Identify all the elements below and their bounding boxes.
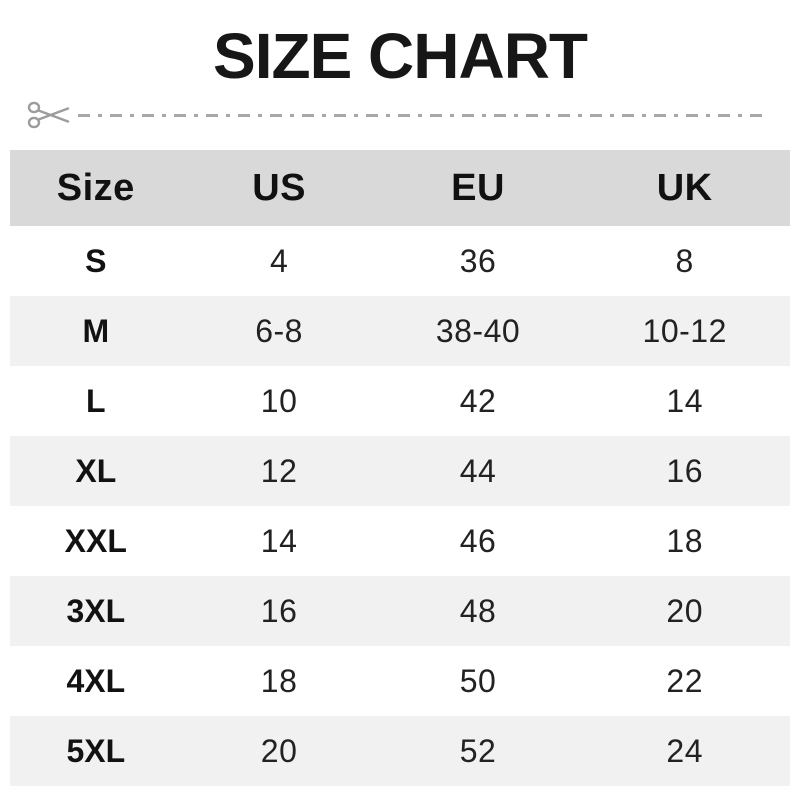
uk-cell: 24 [666, 732, 703, 769]
us-cell: 12 [260, 452, 298, 489]
us-cell: 10 [260, 382, 298, 419]
us-cell: 18 [260, 662, 298, 699]
table-row: 5XL 20 52 24 [10, 716, 790, 786]
us-cell: 14 [260, 522, 298, 559]
size-table: Size US EU UK S 4 36 8 M 6-8 38-40 10-12… [10, 150, 790, 786]
page-title: SIZE CHART [213, 20, 588, 92]
header-size: Size [56, 166, 135, 209]
table-row: L 10 42 14 [10, 366, 790, 436]
cut-line [26, 100, 764, 130]
eu-cell: 48 [459, 592, 497, 629]
size-cell: XXL [64, 522, 127, 559]
size-cell: XL [75, 452, 117, 489]
us-cell: 4 [269, 242, 289, 279]
eu-cell: 50 [459, 662, 497, 699]
table-header-row: Size US EU UK [10, 150, 790, 226]
dashed-cut-line [78, 113, 764, 117]
size-cell: 3XL [66, 592, 126, 629]
eu-cell: 38-40 [435, 312, 521, 349]
us-cell: 20 [260, 732, 298, 769]
eu-cell: 52 [459, 732, 497, 769]
header-us: US [252, 166, 306, 209]
scissors-icon [26, 100, 74, 130]
eu-cell: 36 [459, 242, 497, 279]
uk-cell: 20 [666, 592, 703, 629]
uk-cell: 18 [666, 522, 703, 559]
size-cell: 5XL [66, 732, 126, 769]
table-row: XXL 14 46 18 [10, 506, 790, 576]
uk-cell: 10-12 [642, 312, 727, 349]
table-row: S 4 36 8 [10, 226, 790, 296]
eu-cell: 42 [459, 382, 497, 419]
size-cell: S [85, 242, 107, 279]
uk-cell: 16 [666, 452, 703, 489]
table-row: 3XL 16 48 20 [10, 576, 790, 646]
us-cell: 16 [260, 592, 298, 629]
uk-cell: 22 [666, 662, 703, 699]
table-row: 4XL 18 50 22 [10, 646, 790, 716]
header-uk: UK [656, 166, 713, 209]
header-eu: EU [451, 166, 505, 209]
eu-cell: 46 [459, 522, 497, 559]
size-cell: M [82, 312, 110, 349]
uk-cell: 14 [666, 382, 703, 419]
eu-cell: 44 [459, 452, 497, 489]
size-cell: L [86, 382, 106, 419]
uk-cell: 8 [675, 242, 694, 279]
table-row: XL 12 44 16 [10, 436, 790, 506]
table-row: M 6-8 38-40 10-12 [10, 296, 790, 366]
us-cell: 6-8 [255, 312, 303, 349]
size-cell: 4XL [66, 662, 126, 699]
